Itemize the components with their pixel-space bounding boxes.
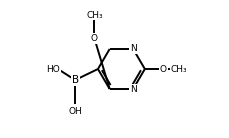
- Text: HO: HO: [46, 64, 60, 74]
- Text: CH₃: CH₃: [86, 11, 103, 20]
- Text: O: O: [160, 64, 167, 74]
- Text: CH₃: CH₃: [170, 64, 187, 74]
- Text: O: O: [91, 34, 98, 43]
- Text: OH: OH: [69, 107, 83, 116]
- Text: N: N: [130, 44, 136, 54]
- Text: B: B: [72, 75, 79, 85]
- Text: N: N: [130, 84, 136, 94]
